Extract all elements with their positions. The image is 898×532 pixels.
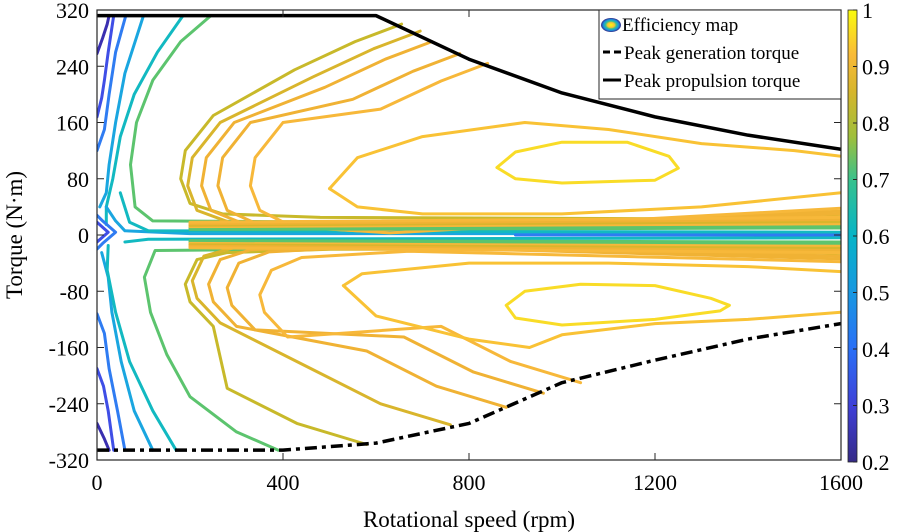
contour-line	[97, 14, 128, 153]
y-tick-label: 0	[78, 223, 89, 248]
contour-line	[123, 236, 841, 244]
contour-line	[188, 226, 841, 231]
contour-line	[118, 191, 841, 234]
y-tick-label: -240	[49, 392, 89, 417]
contour-line	[105, 244, 178, 452]
contour-line	[341, 261, 841, 288]
y-tick-label: 160	[56, 111, 89, 136]
legend-box	[598, 9, 842, 100]
y-tick-label: 240	[56, 54, 89, 79]
legend-label-peak-generation: Peak generation torque	[624, 43, 799, 64]
y-axis: 320 240 160 80 0 -80 -160 -240 -320	[49, 0, 841, 473]
contour-line	[142, 243, 841, 452]
y-tick-label: -80	[60, 279, 89, 304]
y-tick-label: -160	[49, 336, 89, 361]
colorbar-tick-label: 0.4	[862, 337, 890, 362]
contour-line	[258, 249, 841, 385]
contour-line-peak-bottom	[504, 282, 731, 327]
contour-line	[188, 215, 841, 224]
contour-line	[341, 284, 841, 349]
y-tick-label: -320	[49, 448, 89, 473]
x-tick-label: 800	[453, 470, 486, 495]
contour-line	[188, 239, 841, 244]
contour-line	[188, 240, 841, 246]
contour-line	[188, 243, 841, 250]
colorbar-tick-label: 0.2	[862, 450, 890, 475]
legend-label-efficiency-map: Efficiency map	[622, 15, 738, 36]
contour-lines	[97, 14, 841, 452]
peak-generation-torque-line	[97, 321, 841, 452]
contour-line	[97, 220, 110, 244]
contour-line	[97, 367, 116, 452]
contour-line	[188, 218, 841, 226]
contour-line	[188, 244, 841, 252]
contour-line	[104, 205, 841, 236]
colorbar: 0.2 0.3 0.4 0.5 0.6 0.7 0.8 0.9 1	[847, 0, 890, 475]
contour-line	[328, 121, 841, 191]
y-tick-label: 320	[56, 0, 89, 23]
x-tick-label: 1600	[819, 470, 863, 495]
colorbar-tick-label: 0.6	[862, 224, 890, 249]
x-tick-label: 400	[267, 470, 300, 495]
x-axis: 0 400 800 1200 1600	[92, 10, 863, 495]
colorbar-tick-label: 0.9	[862, 55, 890, 80]
contour-line	[98, 14, 145, 209]
contour-line	[207, 243, 841, 409]
x-tick-label: 1200	[633, 470, 677, 495]
colorbar-tick-label: 0.5	[862, 281, 890, 306]
contour-line-peak-top	[495, 140, 680, 185]
x-tick-label: 0	[92, 470, 103, 495]
contour-line	[97, 421, 111, 452]
peak-propulsion-torque-line	[97, 13, 841, 151]
contour-line	[328, 187, 841, 216]
legend-swatch-efficiency-map	[601, 18, 621, 32]
contour-line	[183, 247, 841, 446]
x-axis-label: Rotational speed (rpm)	[363, 507, 575, 532]
colorbar-tick-label: 0.3	[862, 394, 890, 419]
contour-line	[97, 213, 118, 251]
contour-line	[188, 241, 841, 248]
contour-line	[188, 224, 841, 230]
contour-line	[97, 312, 127, 452]
y-tick-label: 80	[67, 167, 89, 192]
colorbar-tick-label: 0.7	[862, 168, 890, 193]
contour-line	[188, 246, 841, 255]
torque-limit-curves	[97, 13, 841, 452]
colorbar-ticks: 0.2 0.3 0.4 0.5 0.6 0.7 0.8 0.9 1	[853, 0, 890, 475]
colorbar-tick-label: 1	[862, 0, 873, 23]
contour-line	[129, 14, 841, 227]
contour-line	[188, 220, 841, 227]
legend: Efficiency map Peak generation torque Pe…	[598, 9, 842, 100]
legend-label-peak-propulsion: Peak propulsion torque	[624, 71, 800, 92]
contour-line	[97, 14, 116, 119]
contour-line	[97, 14, 111, 56]
colorbar-tick-label: 0.8	[862, 111, 890, 136]
y-axis-label: Torque (N·m)	[2, 171, 27, 299]
contour-line	[188, 222, 841, 229]
contour-line	[190, 241, 841, 427]
